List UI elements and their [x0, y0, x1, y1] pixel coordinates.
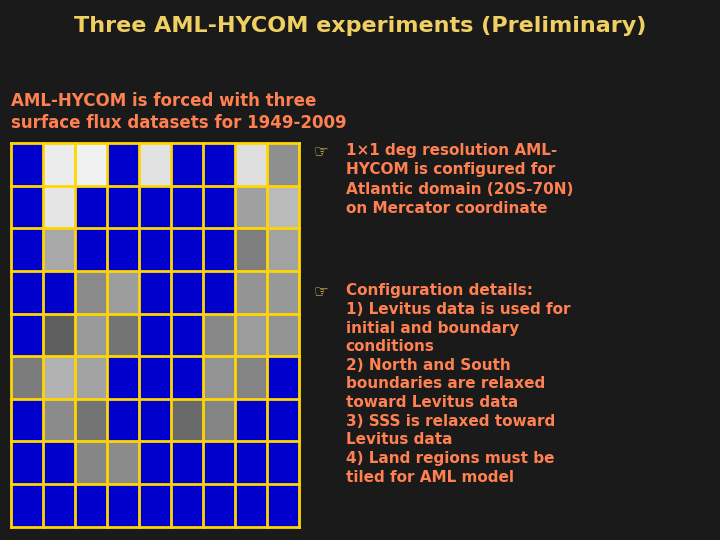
Text: AML-HYCOM is forced with three
surface flux datasets for 1949-2009: AML-HYCOM is forced with three surface f… — [11, 92, 346, 132]
Bar — [235, 271, 267, 314]
Bar — [75, 399, 107, 441]
Bar — [42, 186, 75, 228]
Bar — [107, 271, 139, 314]
Bar — [203, 314, 235, 356]
Bar — [11, 356, 42, 399]
Text: 1×1 deg resolution AML-
HYCOM is configured for
Atlantic domain (20S-70N)
on Mer: 1×1 deg resolution AML- HYCOM is configu… — [346, 143, 573, 215]
Bar — [75, 143, 107, 186]
Bar — [267, 228, 299, 271]
Bar — [75, 271, 107, 314]
Bar — [107, 314, 139, 356]
Bar — [267, 314, 299, 356]
Bar — [235, 228, 267, 271]
Bar — [235, 143, 267, 186]
Bar — [235, 314, 267, 356]
Bar — [267, 271, 299, 314]
Bar — [42, 356, 75, 399]
Bar — [42, 143, 75, 186]
Bar — [235, 186, 267, 228]
Bar — [203, 399, 235, 441]
Bar — [11, 143, 299, 526]
Text: Three AML-HYCOM experiments (Preliminary): Three AML-HYCOM experiments (Preliminary… — [74, 16, 646, 36]
Bar — [42, 399, 75, 441]
Bar — [42, 314, 75, 356]
Bar — [75, 356, 107, 399]
Bar — [203, 356, 235, 399]
Text: ☞: ☞ — [313, 143, 328, 161]
Bar — [267, 143, 299, 186]
Bar — [139, 143, 171, 186]
Text: Configuration details:
1) Levitus data is used for
initial and boundary
conditio: Configuration details: 1) Levitus data i… — [346, 284, 570, 484]
Bar — [235, 356, 267, 399]
Bar — [107, 441, 139, 484]
Bar — [42, 228, 75, 271]
Text: ☞: ☞ — [313, 284, 328, 301]
Bar — [75, 314, 107, 356]
Bar — [171, 399, 203, 441]
Bar — [267, 186, 299, 228]
Bar — [75, 441, 107, 484]
